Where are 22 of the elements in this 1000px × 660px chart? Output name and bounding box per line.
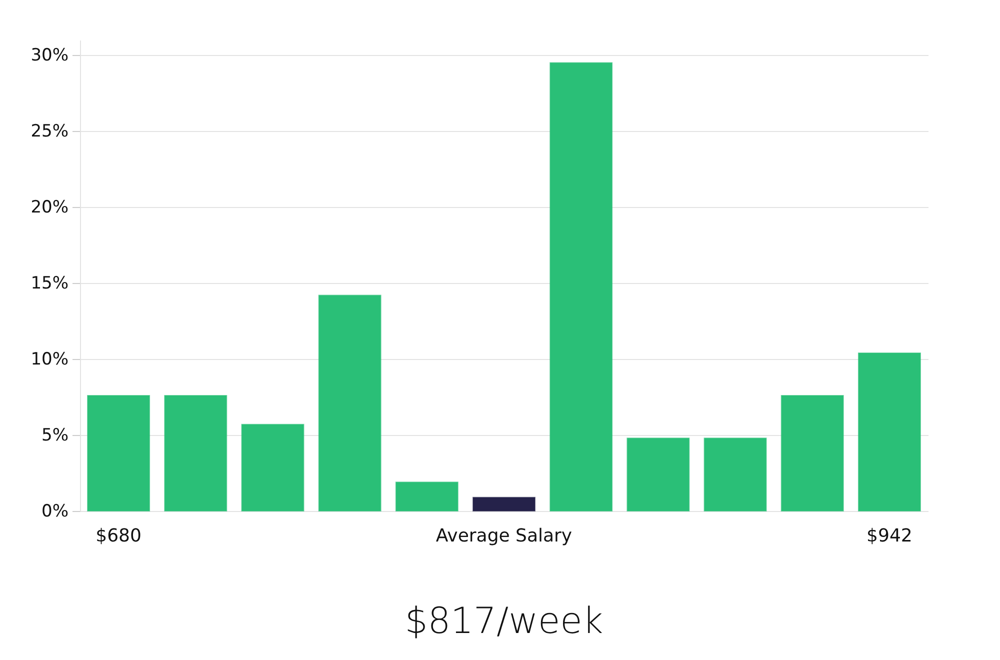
bar — [858, 352, 921, 512]
y-tick-label: 30% — [30, 46, 68, 66]
bar — [626, 438, 690, 512]
bar — [704, 438, 767, 512]
y-tick-label: 10% — [30, 350, 68, 370]
x-tick-label: $942 — [866, 526, 912, 546]
bar — [87, 395, 150, 512]
bar — [472, 496, 536, 512]
y-tick-label: 20% — [30, 198, 68, 218]
bar — [395, 482, 458, 512]
y-tick-label: 5% — [42, 426, 68, 446]
text: $817/week — [404, 601, 604, 642]
y-tick-label: 15% — [30, 274, 68, 294]
x-tick-label: Average Salary — [436, 526, 572, 546]
y-tick-label: 0% — [42, 502, 68, 522]
bar — [241, 424, 304, 512]
y-tick-label: 25% — [30, 122, 68, 142]
bar — [318, 294, 382, 512]
bar — [550, 62, 613, 512]
x-tick-label: $680 — [96, 526, 142, 546]
bar — [780, 395, 844, 512]
bar — [164, 395, 228, 512]
